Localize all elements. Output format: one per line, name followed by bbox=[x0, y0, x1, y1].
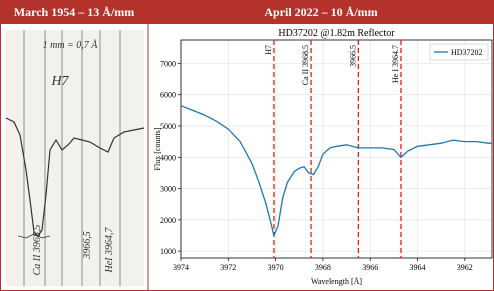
legend-label: HD37202 bbox=[451, 48, 483, 57]
page: March 1954 – 13 Å/mm April 2022 – 10 Å/m… bbox=[0, 0, 494, 291]
y-tick-label: 3000 bbox=[160, 185, 176, 194]
header-left: March 1954 – 13 Å/mm bbox=[14, 5, 134, 19]
y-axis-label: Flux [counts] bbox=[153, 127, 162, 170]
scan-image bbox=[6, 30, 144, 286]
x-tick-label: 3966 bbox=[362, 263, 378, 272]
scan-annotation: HeI 3964,7 bbox=[104, 227, 115, 274]
header-right: April 2022 – 10 Å/mm bbox=[264, 5, 377, 19]
scan-annotation: 3966,5 bbox=[82, 231, 93, 260]
y-tick-label: 2000 bbox=[160, 216, 176, 225]
y-tick-label: 4000 bbox=[160, 153, 176, 162]
scan-annotation: Ca II 3968,5 bbox=[32, 225, 43, 276]
scan-paper bbox=[6, 30, 144, 286]
x-tick-label: 3968 bbox=[315, 263, 331, 272]
x-tick-label: 3964 bbox=[410, 263, 426, 272]
y-tick-label: 6000 bbox=[160, 91, 176, 100]
marker-label: He I 3964.7 bbox=[391, 45, 400, 83]
y-tick-label: 1000 bbox=[160, 247, 176, 256]
marker-label: 3966.5 bbox=[348, 45, 357, 67]
y-tick-label: 5000 bbox=[160, 122, 176, 131]
chart-title: HD37202 @1.82m Reflector bbox=[278, 28, 395, 39]
scan-annotation: 1 mm = 0,7 Å bbox=[43, 39, 99, 51]
x-tick-label: 3974 bbox=[173, 263, 189, 272]
x-tick-label: 3962 bbox=[457, 263, 473, 272]
x-tick-label: 3970 bbox=[268, 263, 284, 272]
marker-label: H7 bbox=[264, 45, 273, 55]
plot-frame bbox=[181, 40, 492, 258]
scan-annotation: H7 bbox=[50, 74, 69, 89]
series-line bbox=[181, 106, 492, 236]
figure: March 1954 – 13 Å/mm April 2022 – 10 Å/m… bbox=[0, 0, 494, 291]
marker-label: Ca II 3968.5 bbox=[301, 45, 310, 85]
x-axis-label: Wavelength [Å] bbox=[311, 277, 362, 286]
y-tick-label: 7000 bbox=[160, 59, 176, 68]
x-tick-label: 3972 bbox=[220, 263, 236, 272]
